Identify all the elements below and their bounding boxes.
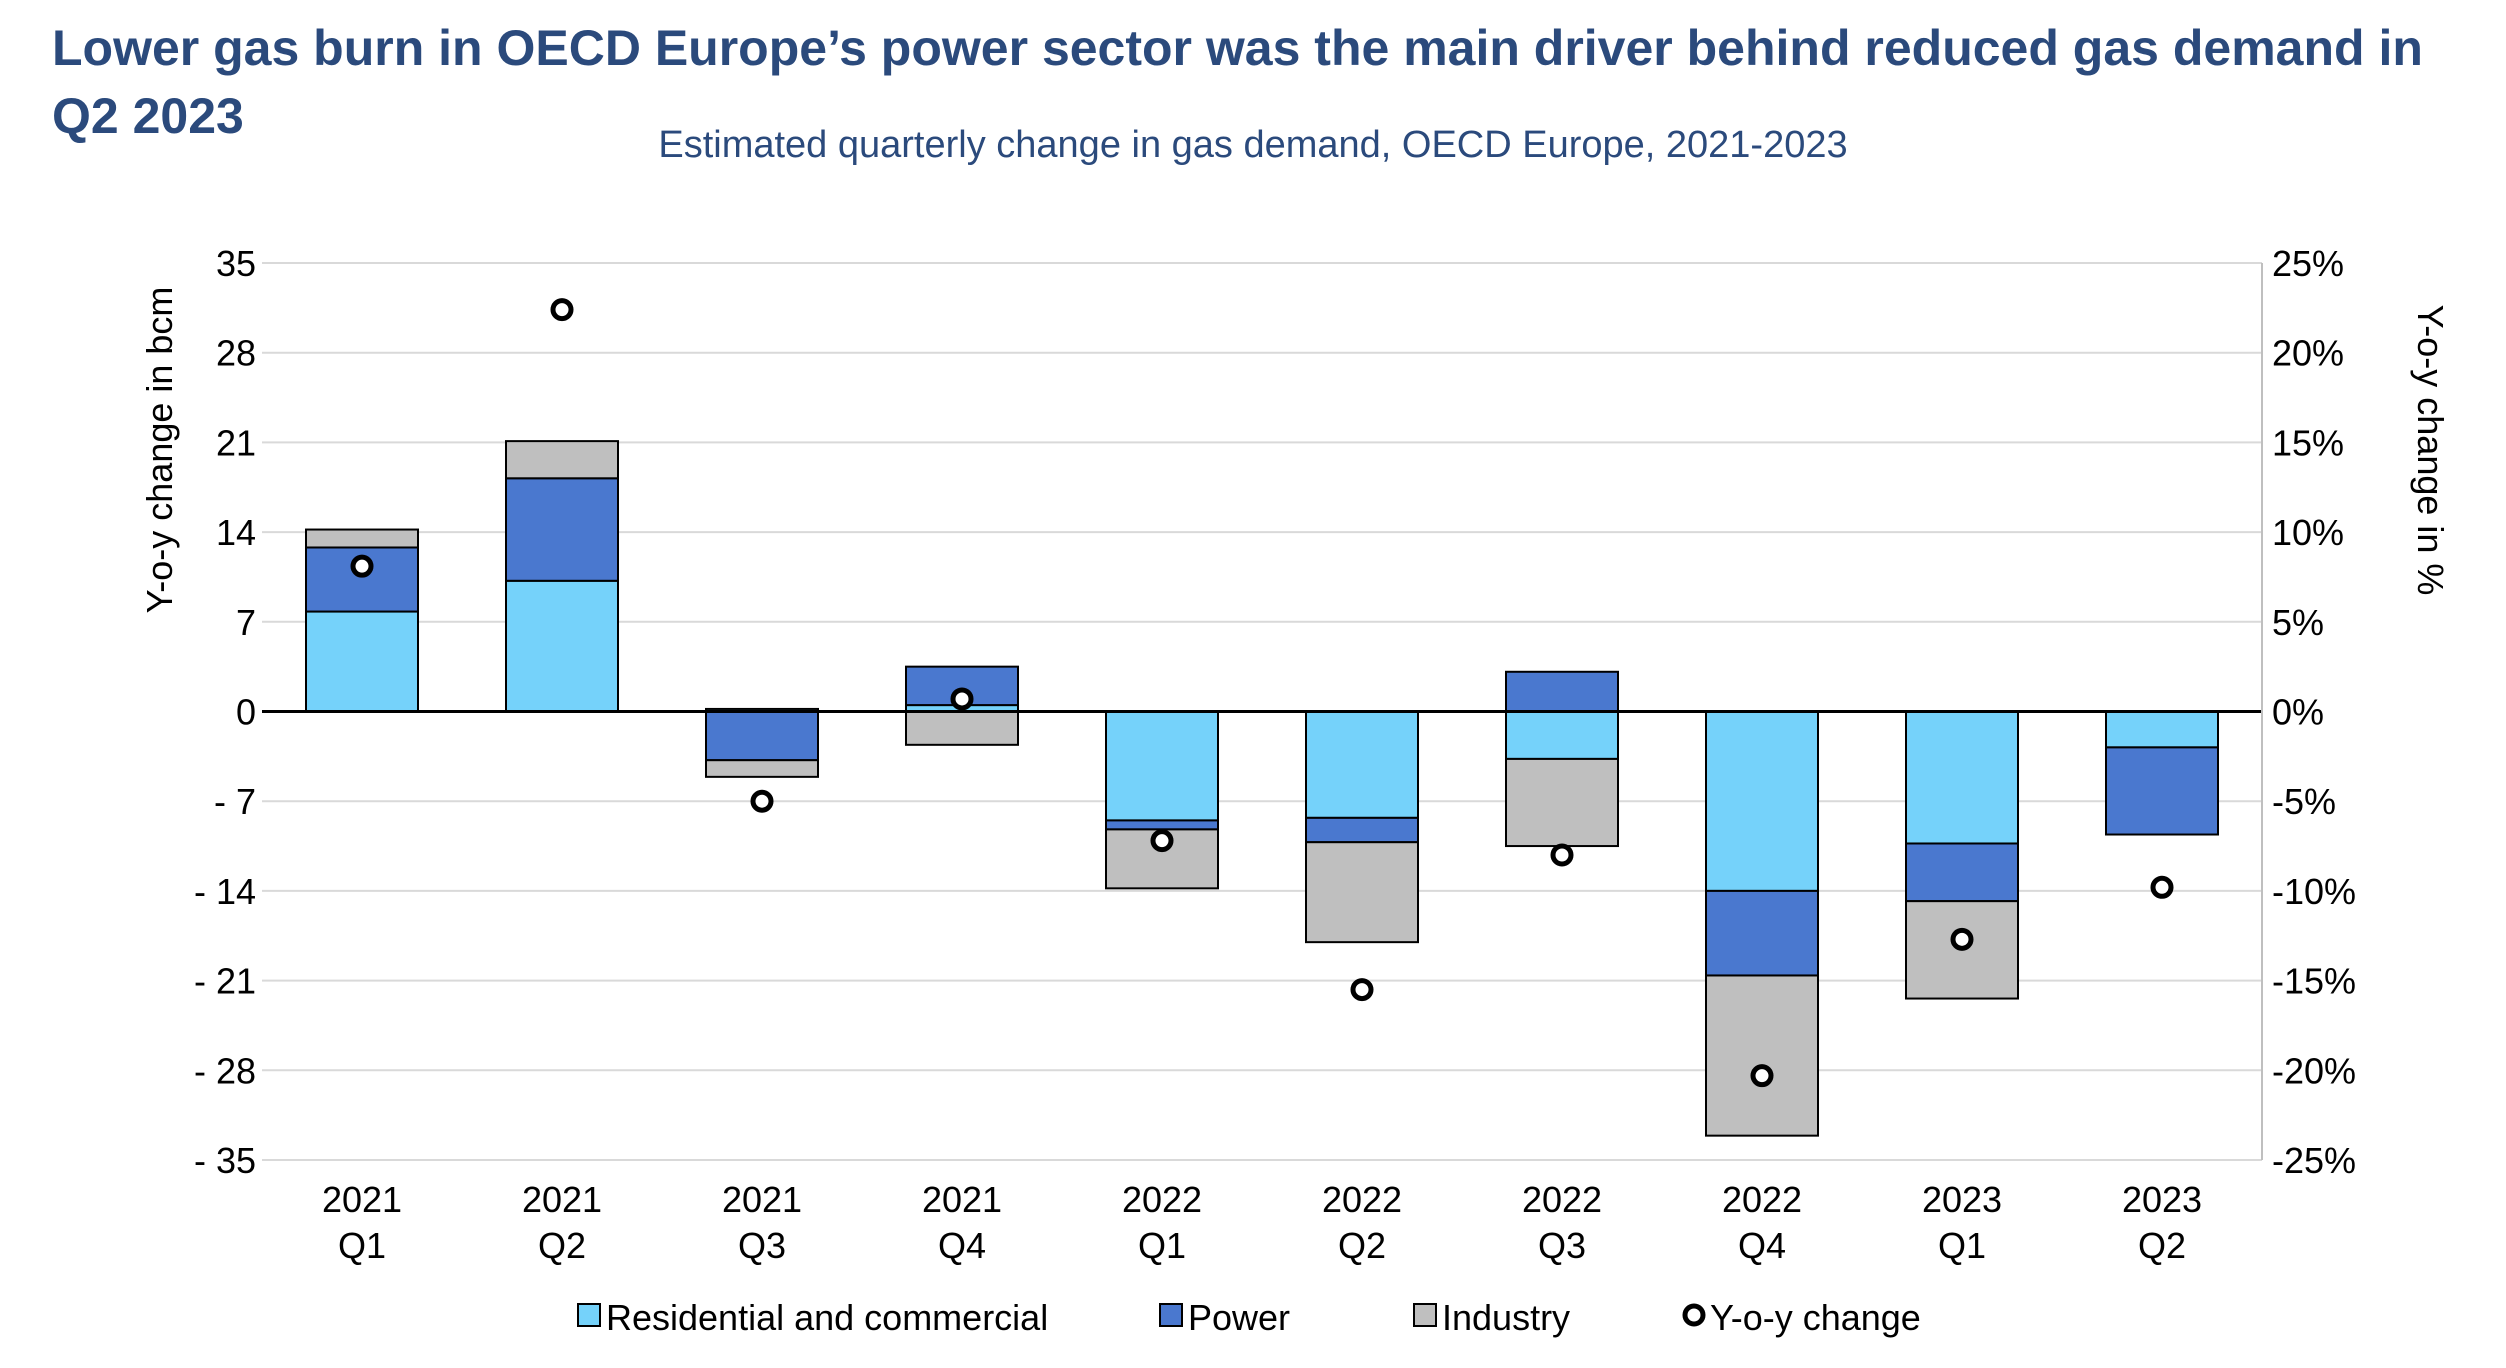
bar-segment-residential [505,579,619,713]
bar-segment-industry [305,528,419,549]
bar-segment-residential [1305,710,1419,819]
x-tick-quarter: Q2 [2138,1225,2186,1266]
bar-segment-power [1105,819,1219,831]
y2-tick-label: -25% [2272,1140,2356,1181]
y2-tick-label: 15% [2272,422,2344,463]
x-tick-year: 2023 [1922,1179,2002,1220]
bar-segment-residential [1705,710,1819,892]
legend-label: Y-o-y change [1710,1297,1921,1338]
x-tick-quarter: Q3 [1538,1225,1586,1266]
bar-segment-power [1705,889,1819,977]
bar-segment-residential [305,610,419,713]
right-axis-ticks: 25% 20% 15% 10% 5% 0% -5% -10% -15% -20% -25% [2272,243,2356,1181]
bar-segment-industry [905,710,1019,746]
legend-marker [1682,1303,1706,1327]
x-tick-year: 2022 [1722,1179,1802,1220]
yoy-marker [350,554,374,578]
x-tick-quarter: Q4 [1738,1225,1786,1266]
right-axis-label: Y-o-y change in % [2410,305,2451,596]
x-tick-quarter: Q3 [738,1225,786,1266]
legend-label: Industry [1442,1297,1570,1338]
y-tick-label: - 14 [194,871,256,912]
x-axis-ticks: 2021 Q1 2021 Q2 2021 Q3 2021 Q4 2022 Q1 2022 Q2 2022… [322,1179,2202,1266]
y-tick-label: 7 [236,602,256,643]
bar-segment-power [505,477,619,582]
yoy-marker [1950,927,1974,951]
chart-title: Lower gas burn in OECD Europe’s power se… [52,20,2423,144]
y2-tick-label: 25% [2272,243,2344,284]
legend-swatch [1159,1303,1183,1327]
x-tick-year: 2021 [522,1179,602,1220]
yoy-marker [2150,875,2174,899]
y2-tick-label: 20% [2272,333,2344,374]
bar-segment-residential [1505,710,1619,760]
x-tick-quarter: Q4 [938,1225,986,1266]
yoy-marker [750,789,774,813]
y2-tick-label: 10% [2272,512,2344,553]
y2-tick-label: 5% [2272,602,2324,643]
bar-segment-power [705,710,819,762]
yoy-marker [1150,829,1174,853]
x-tick-year: 2021 [322,1179,402,1220]
y-tick-label: - 7 [214,781,256,822]
x-tick-year: 2021 [722,1179,802,1220]
y2-tick-label: -10% [2272,871,2356,912]
x-tick-year: 2022 [1522,1179,1602,1220]
bars [305,440,2219,1137]
y2-tick-label: -20% [2272,1050,2356,1091]
y2-tick-label: -5% [2272,781,2336,822]
y-tick-label: 35 [216,243,256,284]
x-tick-year: 2021 [922,1179,1002,1220]
y-tick-label: 21 [216,422,256,463]
x-tick-quarter: Q1 [338,1225,386,1266]
y-tick-label: 28 [216,333,256,374]
x-tick-year: 2022 [1322,1179,1402,1220]
bar-segment-power [2105,746,2219,836]
y-tick-label: - 21 [194,961,256,1002]
left-axis-label: Y-o-y change in bcm [139,287,180,614]
legend-label: Power [1188,1297,1290,1338]
bar-segment-industry [1305,841,1419,944]
yoy-marker [1750,1064,1774,1088]
bar-segment-industry [505,440,619,480]
y-tick-label: 14 [216,512,256,553]
bar-segment-industry [1505,757,1619,848]
bar-segment-power [1505,670,1619,713]
bar-segment-industry [705,759,819,778]
x-tick-quarter: Q2 [538,1225,586,1266]
legend-label: Residential and commercial [606,1297,1048,1338]
bar-segment-residential [2105,710,2219,749]
x-tick-year: 2023 [2122,1179,2202,1220]
y-tick-label: - 35 [194,1140,256,1181]
bar-segment-residential [1105,710,1219,822]
legend: Residential and commercial Power Industry Y… [577,1297,1921,1338]
legend-swatch [577,1303,601,1327]
legend-swatch [1413,1303,1437,1327]
x-tick-quarter: Q1 [1938,1225,1986,1266]
bar-segment-power [1305,816,1419,844]
x-tick-quarter: Q2 [1338,1225,1386,1266]
yoy-marker [1550,843,1574,867]
bar-segment-industry [1705,974,1819,1137]
x-tick-quarter: Q1 [1138,1225,1186,1266]
chart-subtitle: Estimated quarterly change in gas demand… [658,124,1848,166]
y2-tick-label: 0% [2272,692,2324,733]
yoy-marker [550,298,574,322]
yoy-marker [950,687,974,711]
yoy-markers [350,298,2174,1088]
y-tick-label: - 28 [194,1050,256,1091]
y2-tick-label: -15% [2272,961,2356,1002]
left-axis-ticks: 35 28 21 14 7 0 - 7 - 14 - 21 - 28 - 35 [194,243,256,1181]
y-tick-label: 0 [236,692,256,733]
x-tick-year: 2022 [1122,1179,1202,1220]
bar-segment-residential [1905,710,2019,845]
bar-segment-power [1905,842,2019,903]
yoy-marker [1350,978,1374,1002]
